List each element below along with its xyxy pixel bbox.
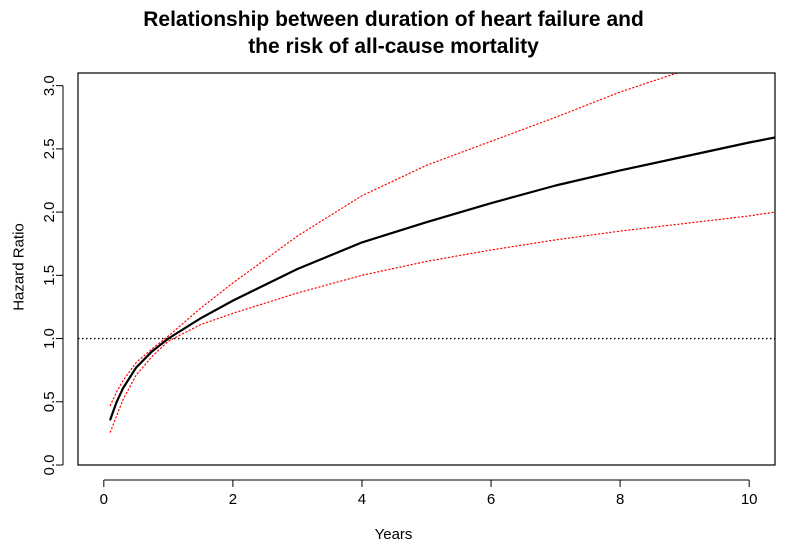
x-tick-label: 8 <box>616 491 624 508</box>
y-tick-label: 0.0 <box>41 455 58 476</box>
y-tick-label: 2.5 <box>41 138 58 159</box>
x-tick-label: 2 <box>229 491 237 508</box>
x-axis-label: Years <box>374 526 413 543</box>
x-tick-label: 6 <box>487 491 495 508</box>
y-tick-label: 1.0 <box>41 328 58 349</box>
y-tick-label: 0.5 <box>41 391 58 412</box>
series-lower-ci-line <box>109 211 775 433</box>
series-upper-ci-line <box>109 73 679 407</box>
plot-frame <box>77 72 776 466</box>
x-tick-label: 10 <box>741 491 758 508</box>
chart-title-line-2: the risk of all-cause mortality <box>248 35 539 58</box>
x-tick-label: 4 <box>358 491 366 508</box>
x-tick-label: 0 <box>100 491 108 508</box>
y-tick-label: 1.5 <box>41 265 58 286</box>
y-axis-label: Hazard Ratio <box>10 223 28 311</box>
y-tick-label: 3.0 <box>41 75 58 96</box>
series-estimate-line <box>109 136 775 421</box>
chart-title-line-1: Relationship between duration of heart f… <box>143 8 644 31</box>
y-tick-label: 2.0 <box>41 202 58 223</box>
